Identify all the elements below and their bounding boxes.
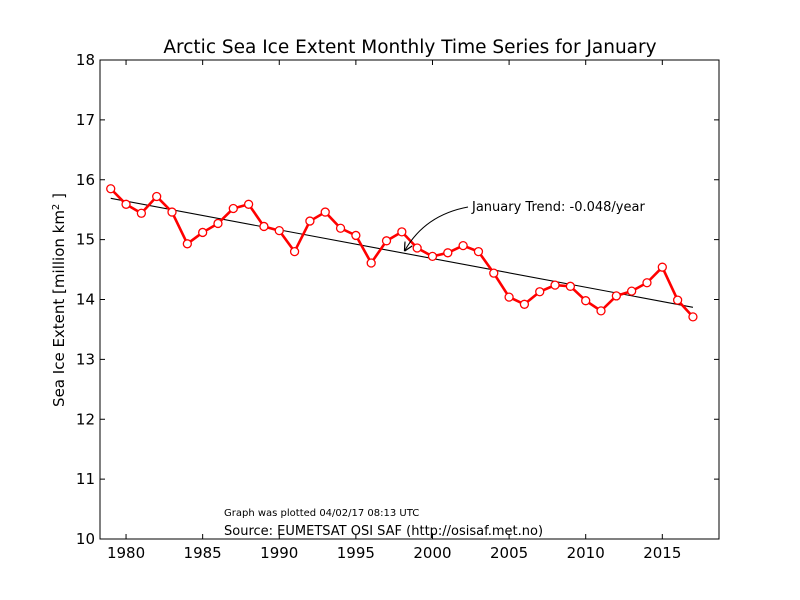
data-point-1981	[136, 208, 147, 218]
data-point-2008	[550, 280, 560, 290]
data-point-2012	[611, 291, 621, 301]
data-point-1980	[121, 199, 131, 209]
y-tick-label-16: 16	[76, 171, 95, 189]
chart-title: Arctic Sea Ice Extent Monthly Time Serie…	[163, 37, 656, 58]
y-tick-label-14: 14	[76, 291, 95, 309]
data-point-1992	[305, 216, 315, 226]
data-point-2001	[443, 248, 453, 258]
data-point-1999	[412, 243, 422, 253]
data-point-2009	[565, 281, 576, 291]
axis-ticks	[100, 59, 719, 540]
plot-timestamp-note: Graph was plotted 04/02/17 08:13 UTC	[224, 508, 419, 519]
trend-annotation-label: January Trend: -0.048/year	[471, 200, 645, 215]
data-points	[106, 184, 698, 322]
data-point-1983	[167, 207, 177, 217]
data-point-2015	[657, 262, 667, 272]
data-point-1993	[320, 207, 330, 217]
data-point-1996	[366, 258, 376, 268]
plot-frame	[99, 59, 720, 540]
x-tick-label-1980: 1980	[107, 544, 145, 562]
y-tick-label-10: 10	[76, 530, 95, 548]
data-point-1998	[397, 227, 407, 237]
y-tick-label-12: 12	[76, 410, 95, 428]
y-axis-label: Sea Ice Extent [million km2 ]	[50, 193, 68, 407]
data-point-2004	[489, 268, 499, 278]
x-tick-label-2015: 2015	[643, 544, 681, 562]
data-point-2007	[535, 287, 545, 297]
x-tick-label-2000: 2000	[413, 544, 451, 562]
data-point-2011	[596, 306, 606, 316]
data-point-1979	[106, 184, 116, 194]
data-point-2005	[504, 292, 514, 302]
x-tick-label-1985: 1985	[184, 544, 222, 562]
data-point-1986	[213, 218, 223, 229]
x-tick-label-1990: 1990	[260, 544, 298, 562]
axis-tick-labels: 1980 1985 1990 1995 2000 2005 2010 2015 10 11 12 13…	[76, 51, 681, 562]
data-point-2016	[672, 295, 683, 305]
trend-line	[110, 197, 694, 308]
data-point-1989	[259, 221, 269, 232]
x-tick-label-2010: 2010	[567, 544, 605, 562]
data-point-1988	[243, 199, 254, 209]
data-point-1994	[335, 223, 346, 233]
y-tick-label-18: 18	[76, 51, 95, 69]
data-point-2002	[458, 240, 468, 251]
data-point-2014	[642, 278, 652, 288]
data-point-2010	[581, 296, 591, 306]
y-tick-label-11: 11	[76, 470, 95, 488]
data-point-2006	[519, 299, 530, 309]
data-point-1997	[381, 236, 392, 246]
y-tick-label-17: 17	[76, 111, 95, 129]
data-point-1982	[152, 191, 162, 202]
data-point-1987	[228, 203, 238, 214]
data-point-2013	[627, 286, 637, 296]
data-point-1985	[198, 227, 208, 238]
data-point-1995	[351, 230, 361, 241]
y-axis-label-main: Sea Ice Extent [million km	[50, 210, 68, 407]
data-point-1984	[182, 239, 192, 249]
y-tick-label-13: 13	[76, 350, 95, 368]
data-point-1991	[289, 246, 300, 257]
data-point-2017	[688, 312, 698, 322]
x-tick-label-1995: 1995	[337, 544, 375, 562]
y-tick-label-15: 15	[76, 231, 95, 249]
y-axis-label-end: ]	[50, 193, 68, 204]
y-axis-label-superscript: 2	[51, 204, 62, 210]
data-source-note: Source: EUMETSAT OSI SAF (http://osisaf.…	[224, 524, 543, 539]
x-tick-label-2005: 2005	[490, 544, 528, 562]
trend-annotation-arrow	[405, 206, 469, 250]
data-point-2000	[427, 251, 438, 262]
data-point-2003	[473, 246, 484, 257]
data-point-1990	[274, 225, 284, 236]
